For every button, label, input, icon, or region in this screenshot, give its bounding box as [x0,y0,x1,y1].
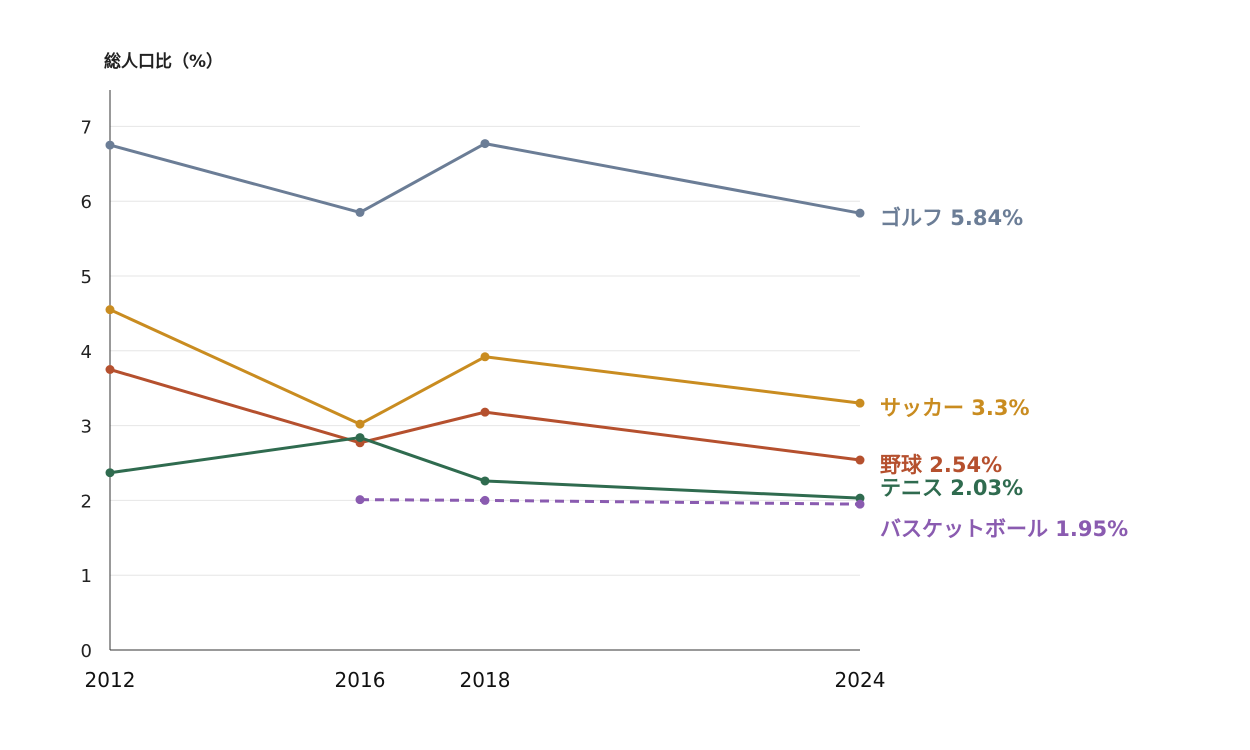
y-tick-label: 2 [81,491,92,512]
series-line [109,436,861,500]
data-point [855,499,865,509]
series-line [109,308,861,426]
series-end-label: 野球 2.54% [880,453,1002,477]
y-tick-label: 6 [81,192,92,213]
y-tick-label: 5 [81,267,92,288]
x-tick-label: 2012 [85,668,136,692]
x-tick-labels: 2012 2016 2018 2024 [85,668,886,692]
data-point [480,495,490,505]
data-point [355,495,365,505]
data-point [480,407,490,417]
y-tick-label: 0 [81,641,92,662]
y-tick-label: 3 [81,417,92,438]
data-point [480,139,490,149]
series-line [109,368,861,462]
data-point [855,398,865,408]
data-point [105,140,115,150]
series-group [105,139,865,509]
data-point [480,352,490,362]
y-tick-labels: 0 1 2 3 4 5 6 7 [81,117,92,662]
series-end-label: テニス 2.03% [880,476,1023,500]
y-tick-label: 1 [81,566,92,587]
x-tick-label: 2016 [335,668,386,692]
data-point [355,207,365,217]
y-axis-title: 総人口比（%） [104,51,223,72]
grid-lines [110,125,860,576]
series-line [109,142,861,215]
x-tick-label: 2018 [460,668,511,692]
data-point [105,365,115,374]
data-point [355,433,365,443]
data-point [480,476,490,486]
series-end-label: サッカー 3.3% [880,396,1030,420]
series-end-label: バスケットボール 1.95% [880,517,1128,541]
data-point [105,305,115,315]
series-end-label: ゴルフ 5.84% [880,206,1023,230]
data-point [355,419,365,429]
y-tick-label: 7 [81,117,92,138]
data-point [855,455,865,465]
data-point [855,208,865,218]
y-tick-label: 4 [81,342,92,363]
series-end-labels: ゴルフ 5.84% サッカー 3.3% 野球 2.54%テニス 2.03% バスケット… [880,206,1128,541]
data-point [105,468,115,478]
x-tick-label: 2024 [835,668,886,692]
